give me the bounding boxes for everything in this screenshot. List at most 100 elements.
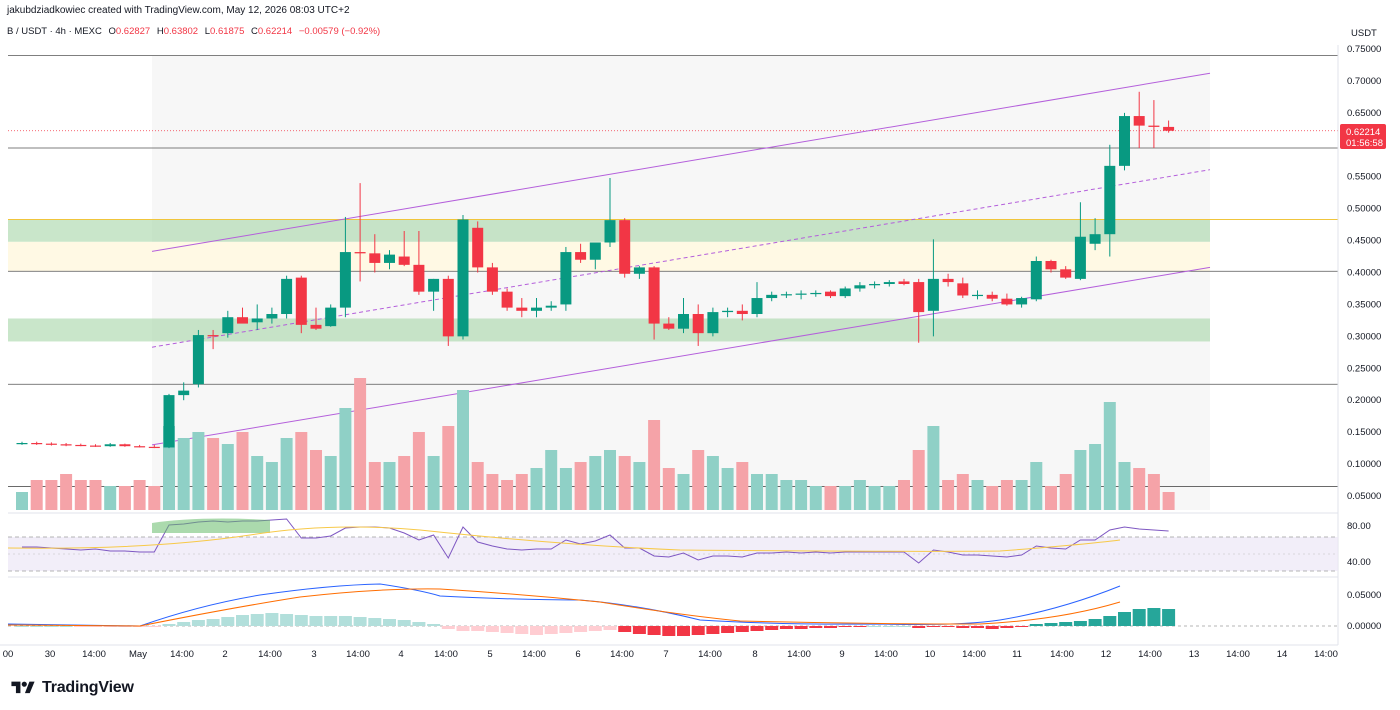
macd-hist-bar xyxy=(618,626,632,632)
x-tick-label: 14 xyxy=(1277,649,1288,660)
candle xyxy=(163,393,175,449)
candle-body xyxy=(104,444,116,447)
candle-body xyxy=(1074,236,1086,279)
macd-hist-bar xyxy=(221,617,235,626)
macd-hist-bar xyxy=(118,626,132,627)
volume-bar xyxy=(383,462,396,510)
x-tick-label: 3 xyxy=(311,649,316,660)
candle-body xyxy=(1016,298,1028,305)
candle xyxy=(75,443,87,447)
candle xyxy=(972,290,983,300)
candle-body xyxy=(692,314,704,334)
candle xyxy=(325,304,337,327)
macd-hist-bar xyxy=(1029,624,1043,626)
macd-hist-bar xyxy=(294,615,308,626)
y-tick-label: 0.55000 xyxy=(1347,172,1381,183)
candle xyxy=(604,177,616,247)
candle xyxy=(839,286,851,299)
candle-body xyxy=(384,254,395,263)
y-tick-label: 0.45000 xyxy=(1347,236,1381,247)
candle-body xyxy=(163,395,175,448)
candle xyxy=(472,221,484,273)
volume-bar xyxy=(457,390,469,510)
x-tick-label: 14:00 xyxy=(962,649,986,660)
candle xyxy=(1001,293,1013,306)
candle-body xyxy=(222,317,234,334)
candle-body xyxy=(869,283,881,286)
candle-body xyxy=(1001,298,1013,305)
ohlc-legend: B / USDT · 4h · MEXC O0.62827 H0.63802 L… xyxy=(7,26,380,37)
candle-body xyxy=(310,324,322,329)
x-tick-label: 14:00 xyxy=(610,649,634,660)
price-tag-value: 0.62214 xyxy=(1346,127,1380,138)
macd-hist-bar xyxy=(882,626,896,627)
candle xyxy=(369,234,381,273)
volume-bar xyxy=(604,450,616,510)
x-tick-label: 00 xyxy=(3,649,14,660)
candle-body xyxy=(1133,116,1145,126)
symbol-label[interactable]: B / USDT · 4h · MEXC xyxy=(7,26,102,37)
candle-body xyxy=(457,219,469,337)
macd-hist-bar xyxy=(985,626,999,629)
candle-body xyxy=(1119,116,1130,166)
macd-hist-bar xyxy=(721,626,735,633)
volume-bar xyxy=(207,438,220,510)
x-tick-label: 6 xyxy=(575,649,580,660)
candle-body xyxy=(575,252,587,260)
candle-body xyxy=(780,294,792,296)
macd-line xyxy=(7,583,1121,627)
candle-body xyxy=(972,294,983,297)
macd-hist-bar xyxy=(133,626,147,627)
macd-hist-bar xyxy=(779,626,793,629)
candle-body xyxy=(1163,126,1175,131)
candle-body xyxy=(428,278,440,292)
macd-hist-bar xyxy=(1132,609,1146,626)
candle xyxy=(501,288,513,311)
x-tick-label: 12 xyxy=(1101,649,1112,660)
currency-label[interactable]: USDT xyxy=(1351,28,1377,39)
candle xyxy=(119,443,131,447)
price-tag xyxy=(1340,124,1386,149)
candle xyxy=(1104,144,1116,257)
volume-bar xyxy=(74,480,87,510)
candle xyxy=(1030,256,1042,302)
tradingview-icon xyxy=(11,681,35,694)
candle-body xyxy=(192,335,204,385)
candle xyxy=(428,278,440,311)
candle xyxy=(45,442,57,446)
candle xyxy=(398,230,410,267)
volume-bar xyxy=(824,486,837,510)
candle-body xyxy=(619,220,631,274)
volume-bar xyxy=(662,468,675,510)
macd-hist-bar xyxy=(1147,608,1161,626)
tradingview-logo[interactable]: TradingView xyxy=(9,679,134,697)
volume-bar xyxy=(486,474,499,510)
volume-bar xyxy=(177,438,190,510)
rsi-tick-label: 80.00 xyxy=(1347,521,1371,532)
macd-hist-bar xyxy=(103,626,117,627)
candle-body xyxy=(1030,261,1042,300)
candle-body xyxy=(648,267,660,324)
volume-bar xyxy=(648,420,661,510)
candle xyxy=(1133,91,1145,148)
candle-body xyxy=(825,291,836,297)
x-tick-label: 5 xyxy=(487,649,492,660)
candle xyxy=(90,444,101,447)
macd-hist-bar xyxy=(647,626,661,635)
volume-bar xyxy=(1103,402,1116,510)
volume-bar xyxy=(618,456,631,510)
candle-body xyxy=(545,305,557,308)
macd-hist-bar xyxy=(735,626,749,632)
candle xyxy=(619,218,631,278)
volume-bar xyxy=(104,486,117,510)
macd-hist-bar xyxy=(1088,619,1102,626)
volume-bar xyxy=(780,480,793,510)
volume-bar xyxy=(721,468,734,510)
macd-hist-bar xyxy=(44,626,58,627)
volume-bar xyxy=(927,426,940,510)
volume-bar xyxy=(839,486,852,510)
candle xyxy=(531,298,542,318)
candle-body xyxy=(927,278,939,311)
volume-bar xyxy=(559,468,572,510)
